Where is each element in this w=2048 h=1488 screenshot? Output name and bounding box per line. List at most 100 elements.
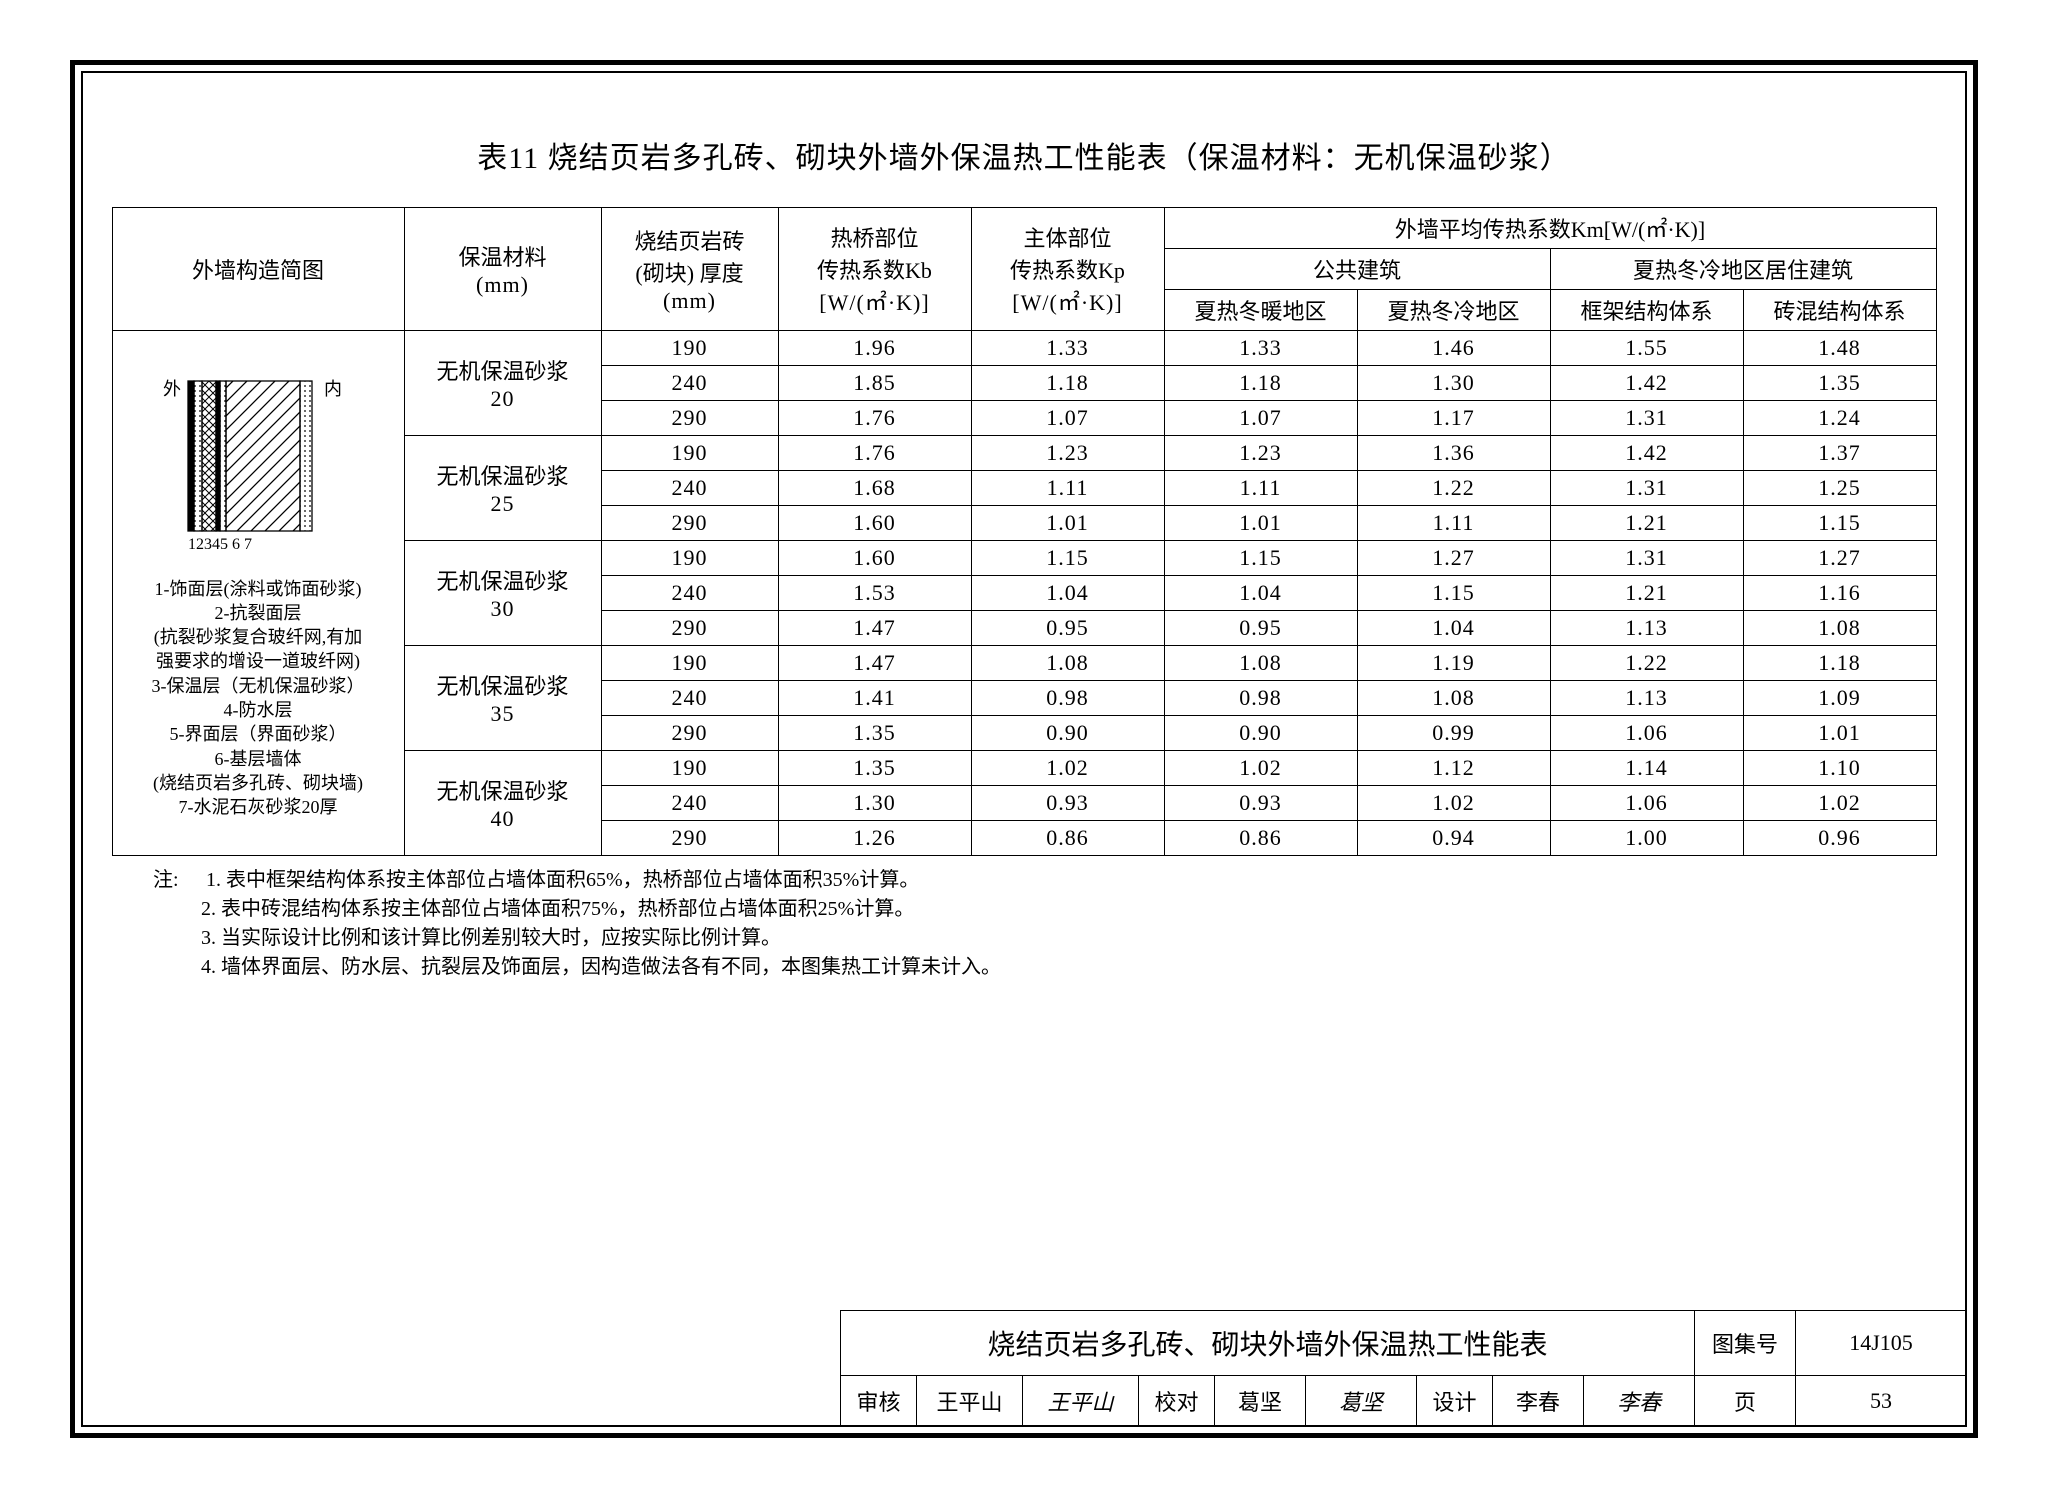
cell-d: 1.48 [1743, 331, 1936, 366]
cell-t: 290 [601, 401, 778, 436]
hdr-material: 保温材料 (mm) [404, 208, 601, 331]
cell-kb: 1.47 [778, 611, 971, 646]
cell-a: 1.07 [1164, 401, 1357, 436]
atlas-no: 14J105 [1796, 1311, 1967, 1376]
cell-t: 240 [601, 681, 778, 716]
cell-c: 1.06 [1550, 786, 1743, 821]
cell-a: 0.98 [1164, 681, 1357, 716]
legend-line: (烧结页岩多孔砖、砌块墙) [121, 771, 396, 795]
hdr-a: 夏热冬暖地区 [1164, 290, 1357, 331]
hdr-km: 外墙平均传热系数Km[W/(㎡·K)] [1164, 208, 1936, 249]
note-4: 4. 墙体界面层、防水层、抗裂层及饰面层，因构造做法各有不同，本图集热工计算未计… [153, 953, 1965, 982]
cell-kb: 1.60 [778, 541, 971, 576]
hdr-diagram: 外墙构造简图 [112, 208, 404, 331]
review-label: 审核 [841, 1376, 917, 1427]
notes-block: 注: 1. 表中框架结构体系按主体部位占墙体面积65%，热桥部位占墙体面积35%… [153, 866, 1965, 982]
atlas-label: 图集号 [1695, 1311, 1796, 1376]
hdr-material-unit: (mm) [413, 272, 593, 298]
thermal-table: 外墙构造简图 保温材料 (mm) 烧结页岩砖 (砌块) 厚度 (mm) 热桥部位 [112, 207, 1937, 856]
cell-c: 1.31 [1550, 541, 1743, 576]
cell-kp: 1.04 [971, 576, 1164, 611]
cell-d: 1.09 [1743, 681, 1936, 716]
cell-c: 1.31 [1550, 401, 1743, 436]
cell-kp: 1.02 [971, 751, 1164, 786]
cell-c: 1.55 [1550, 331, 1743, 366]
legend-line: 1-饰面层(涂料或饰面砂浆) [121, 577, 396, 601]
hdr-material-line1: 保温材料 [413, 240, 593, 272]
legend-line: 5-界面层（界面砂浆） [121, 722, 396, 746]
cell-kp: 1.11 [971, 471, 1164, 506]
cell-c: 1.14 [1550, 751, 1743, 786]
cell-t: 290 [601, 506, 778, 541]
cell-d: 1.15 [1743, 506, 1936, 541]
cell-b: 1.36 [1357, 436, 1550, 471]
design-sig: 李春 [1584, 1376, 1695, 1427]
cell-a: 0.86 [1164, 821, 1357, 856]
cell-a: 1.08 [1164, 646, 1357, 681]
cell-a: 1.23 [1164, 436, 1357, 471]
cell-kp: 0.86 [971, 821, 1164, 856]
svg-text:内: 内 [324, 379, 342, 399]
title-block: 烧结页岩多孔砖、砌块外墙外保温热工性能表 图集号 14J105 审核 王平山 王… [840, 1310, 1967, 1427]
table-title: 表11 烧结页岩多孔砖、砌块外墙外保温热工性能表（保温材料：无机保温砂浆） [83, 73, 1965, 207]
cell-b: 1.04 [1357, 611, 1550, 646]
check-name: 葛坚 [1215, 1376, 1306, 1427]
cell-a: 1.11 [1164, 471, 1357, 506]
review-name: 王平山 [917, 1376, 1023, 1427]
cell-c: 1.21 [1550, 506, 1743, 541]
hdr-kp-l2: 传热系数Kp [980, 253, 1156, 285]
cell-kp: 0.98 [971, 681, 1164, 716]
cell-kb: 1.35 [778, 716, 971, 751]
cell-b: 1.19 [1357, 646, 1550, 681]
cell-d: 1.18 [1743, 646, 1936, 681]
cell-b: 0.94 [1357, 821, 1550, 856]
cell-a: 1.02 [1164, 751, 1357, 786]
legend-line: 6-基层墙体 [121, 747, 396, 771]
legend-line: 4-防水层 [121, 698, 396, 722]
hdr-c: 框架结构体系 [1550, 290, 1743, 331]
cell-kb: 1.26 [778, 821, 971, 856]
cell-kb: 1.53 [778, 576, 971, 611]
cell-d: 1.10 [1743, 751, 1936, 786]
cell-kb: 1.96 [778, 331, 971, 366]
cell-c: 1.22 [1550, 646, 1743, 681]
hdr-public: 公共建筑 [1164, 249, 1550, 290]
cell-kp: 1.08 [971, 646, 1164, 681]
hdr-resid: 夏热冬冷地区居住建筑 [1550, 249, 1936, 290]
legend-line: 2-抗裂面层 [121, 601, 396, 625]
note-1: 1. 表中框架结构体系按主体部位占墙体面积65%，热桥部位占墙体面积35%计算。 [206, 869, 919, 891]
hdr-thickness-l2: (砌块) 厚度 [610, 256, 770, 288]
cell-t: 190 [601, 331, 778, 366]
cell-c: 1.42 [1550, 436, 1743, 471]
cell-kp: 1.15 [971, 541, 1164, 576]
cell-a: 0.93 [1164, 786, 1357, 821]
cell-kb: 1.47 [778, 646, 971, 681]
cell-t: 290 [601, 821, 778, 856]
check-label: 校对 [1139, 1376, 1215, 1427]
svg-text:外: 外 [163, 379, 181, 399]
cell-b: 1.12 [1357, 751, 1550, 786]
cell-t: 240 [601, 576, 778, 611]
cell-d: 1.16 [1743, 576, 1936, 611]
cell-t: 240 [601, 471, 778, 506]
cell-b: 1.27 [1357, 541, 1550, 576]
cell-b: 0.99 [1357, 716, 1550, 751]
hdr-kb-l1: 热桥部位 [787, 221, 963, 253]
cell-d: 1.24 [1743, 401, 1936, 436]
cell-t: 190 [601, 541, 778, 576]
cell-t: 240 [601, 786, 778, 821]
cell-a: 1.15 [1164, 541, 1357, 576]
cell-b: 1.08 [1357, 681, 1550, 716]
cell-b: 1.11 [1357, 506, 1550, 541]
table-row: 外内12345 6 71-饰面层(涂料或饰面砂浆)2-抗裂面层(抗裂砂浆复合玻纤… [112, 331, 1936, 366]
hdr-d: 砖混结构体系 [1743, 290, 1936, 331]
hdr-b: 夏热冬冷地区 [1357, 290, 1550, 331]
cell-a: 0.95 [1164, 611, 1357, 646]
cell-kp: 0.90 [971, 716, 1164, 751]
cell-b: 1.17 [1357, 401, 1550, 436]
cell-c: 1.13 [1550, 611, 1743, 646]
cell-kp: 0.95 [971, 611, 1164, 646]
cell-a: 1.18 [1164, 366, 1357, 401]
cell-t: 190 [601, 751, 778, 786]
cell-t: 290 [601, 716, 778, 751]
